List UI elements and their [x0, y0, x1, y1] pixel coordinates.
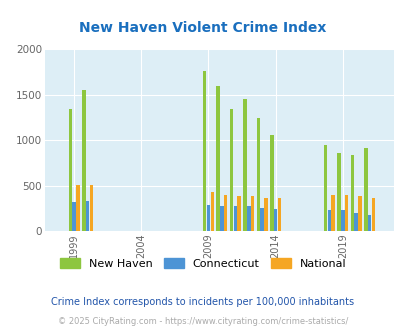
Bar — [243, 99, 246, 231]
Bar — [86, 201, 89, 231]
Bar — [68, 109, 72, 231]
Bar — [210, 192, 213, 231]
Bar — [327, 210, 330, 231]
Bar — [269, 135, 273, 231]
Text: Crime Index corresponds to incidents per 100,000 inhabitants: Crime Index corresponds to incidents per… — [51, 297, 354, 307]
Text: New Haven Violent Crime Index: New Haven Violent Crime Index — [79, 21, 326, 35]
Bar — [216, 86, 220, 231]
Bar — [340, 210, 344, 231]
Bar — [237, 196, 240, 231]
Bar — [260, 208, 263, 231]
Bar — [277, 198, 280, 231]
Bar — [357, 196, 361, 231]
Bar — [273, 209, 277, 231]
Bar — [82, 90, 85, 231]
Bar — [76, 185, 79, 231]
Bar — [224, 195, 227, 231]
Bar — [229, 109, 233, 231]
Bar — [256, 117, 260, 231]
Bar — [250, 196, 254, 231]
Bar — [323, 145, 326, 231]
Bar — [220, 206, 223, 231]
Bar — [350, 155, 353, 231]
Bar — [206, 205, 210, 231]
Bar — [247, 206, 250, 231]
Bar — [354, 213, 357, 231]
Legend: New Haven, Connecticut, National: New Haven, Connecticut, National — [55, 254, 350, 273]
Bar — [90, 185, 93, 231]
Bar — [371, 198, 374, 231]
Bar — [72, 202, 76, 231]
Bar — [202, 71, 206, 231]
Bar — [363, 148, 367, 231]
Bar — [233, 207, 237, 231]
Bar — [330, 195, 334, 231]
Bar — [337, 153, 340, 231]
Bar — [264, 198, 267, 231]
Text: © 2025 CityRating.com - https://www.cityrating.com/crime-statistics/: © 2025 CityRating.com - https://www.city… — [58, 317, 347, 326]
Bar — [344, 195, 347, 231]
Bar — [367, 215, 371, 231]
